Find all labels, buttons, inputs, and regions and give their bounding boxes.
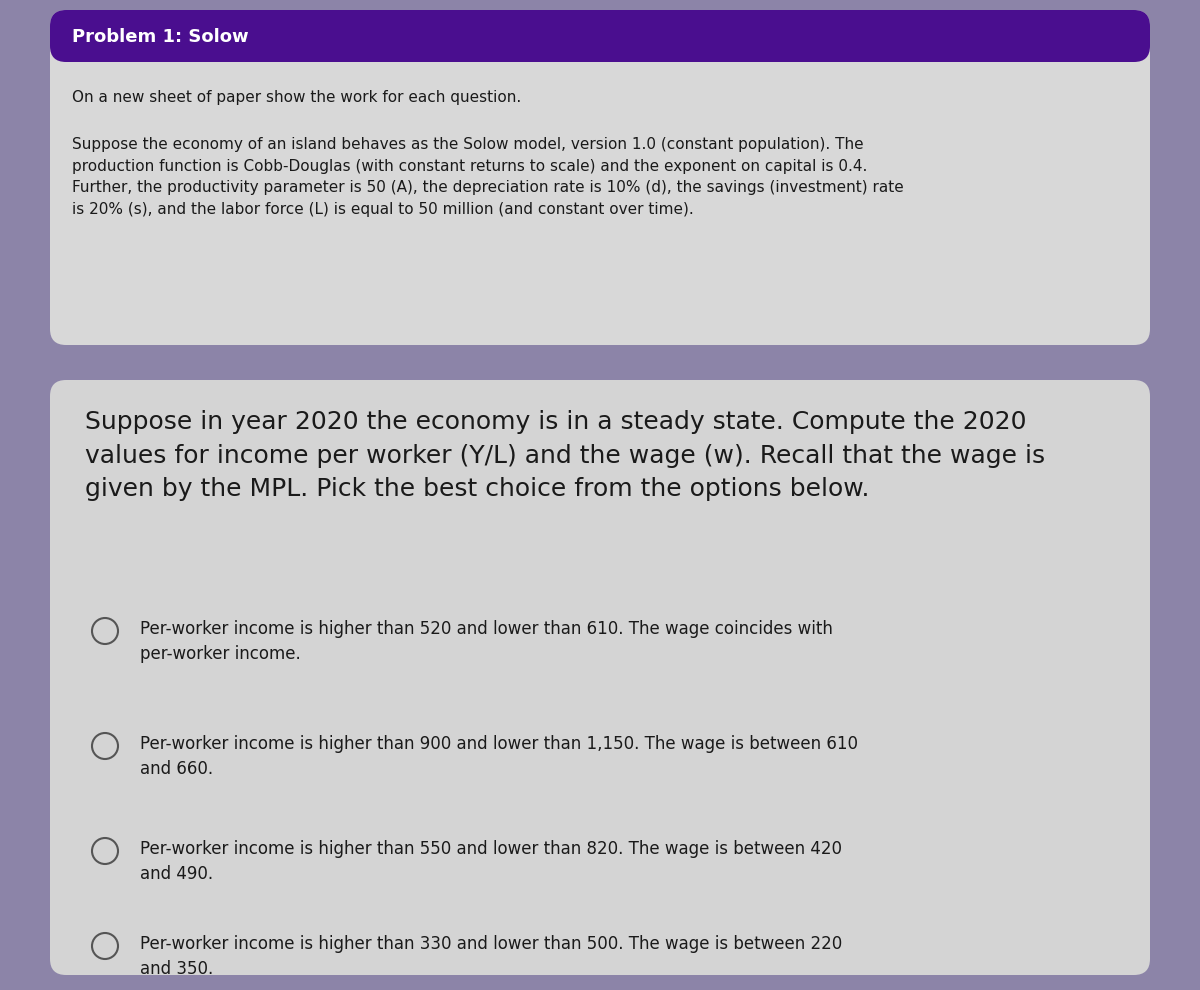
Text: On a new sheet of paper show the work for each question.: On a new sheet of paper show the work fo… [72,90,521,105]
Text: Per-worker income is higher than 330 and lower than 500. The wage is between 220: Per-worker income is higher than 330 and… [140,935,842,978]
Text: Problem 1: Solow: Problem 1: Solow [72,28,248,46]
FancyBboxPatch shape [50,380,1150,975]
Text: Per-worker income is higher than 520 and lower than 610. The wage coincides with: Per-worker income is higher than 520 and… [140,620,833,663]
Text: Per-worker income is higher than 900 and lower than 1,150. The wage is between 6: Per-worker income is higher than 900 and… [140,735,858,778]
Text: Suppose in year 2020 the economy is in a steady state. Compute the 2020
values f: Suppose in year 2020 the economy is in a… [85,410,1045,501]
FancyBboxPatch shape [50,10,1150,62]
Text: Per-worker income is higher than 550 and lower than 820. The wage is between 420: Per-worker income is higher than 550 and… [140,840,842,883]
FancyBboxPatch shape [50,10,1150,345]
Text: Suppose the economy of an island behaves as the Solow model, version 1.0 (consta: Suppose the economy of an island behaves… [72,137,904,217]
